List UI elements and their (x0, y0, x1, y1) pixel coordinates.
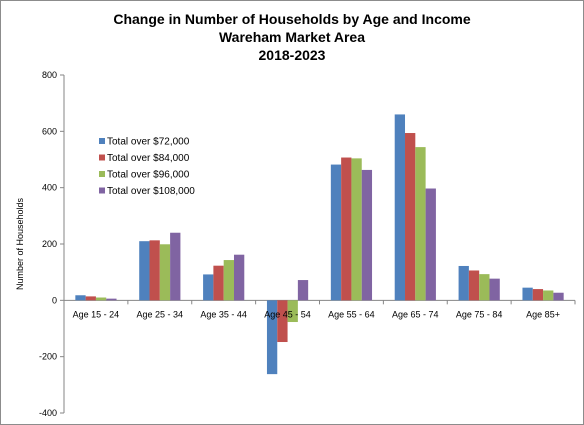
category-label: Age 65 - 74 (392, 309, 439, 319)
bar (233, 254, 245, 301)
chart-period: 2018-2023 (258, 47, 326, 63)
bar (106, 298, 117, 301)
bar (522, 287, 533, 301)
bar (330, 164, 342, 301)
y-tick-label: -200 (39, 352, 57, 362)
legend: Total over $72,000 Total over $84,000 Tota… (99, 137, 195, 197)
labels: -400 -200 0 200 400 600 800 Number of Household… (15, 70, 560, 418)
bar (415, 147, 426, 301)
legend-swatch (99, 138, 105, 144)
legend-label: Total over $108,000 (107, 186, 195, 197)
bar (297, 280, 309, 301)
bar (458, 265, 469, 301)
bar (468, 270, 480, 301)
chart-title: Change in Number of Households by Age an… (113, 11, 471, 27)
bar (479, 274, 490, 301)
bar (532, 289, 544, 301)
bar (394, 114, 406, 301)
y-tick-label: 0 (52, 295, 57, 305)
y-tick-label: 600 (42, 126, 57, 136)
chart-subtitle: Wareham Market Area (218, 29, 366, 45)
y-tick-label: -400 (39, 408, 57, 418)
bar (139, 241, 150, 301)
bar (361, 169, 373, 301)
bar (489, 278, 500, 301)
y-tick-label: 400 (42, 183, 57, 193)
bar (405, 133, 416, 301)
bar (85, 296, 96, 301)
bar (203, 274, 214, 301)
category-label: Age 35 - 44 (200, 309, 247, 319)
legend-label: Total over $72,000 (107, 137, 190, 148)
legend-label: Total over $96,000 (107, 170, 190, 181)
bar (425, 188, 436, 301)
category-label: Age 55 - 64 (328, 309, 375, 319)
y-tick-label: 200 (42, 239, 57, 249)
bar (277, 300, 288, 343)
y-tick-label: 800 (42, 70, 57, 80)
legend-swatch (99, 187, 105, 194)
bar (287, 300, 298, 323)
bar (75, 295, 86, 301)
bar (213, 265, 224, 301)
bar (223, 260, 234, 301)
bar (351, 158, 362, 301)
category-label: Age 25 - 34 (137, 309, 184, 319)
bar (149, 240, 160, 301)
category-label: Age 85+ (526, 309, 560, 319)
y-axis-title: Number of Households (15, 197, 25, 290)
legend-swatch (99, 154, 105, 161)
category-label: Age 75 - 84 (456, 309, 503, 319)
category-label: Age 15 - 24 (73, 309, 120, 319)
axes (60, 74, 576, 414)
bar (553, 292, 564, 301)
bar (543, 290, 554, 301)
bars (75, 114, 564, 375)
category-label: Age 45 - 54 (264, 309, 311, 319)
bar (95, 297, 107, 301)
bar (159, 244, 171, 301)
legend-swatch (99, 171, 105, 177)
legend-label: Total over $84,000 (107, 153, 190, 164)
bar (170, 232, 181, 301)
bar (341, 157, 352, 301)
bar (266, 300, 278, 375)
